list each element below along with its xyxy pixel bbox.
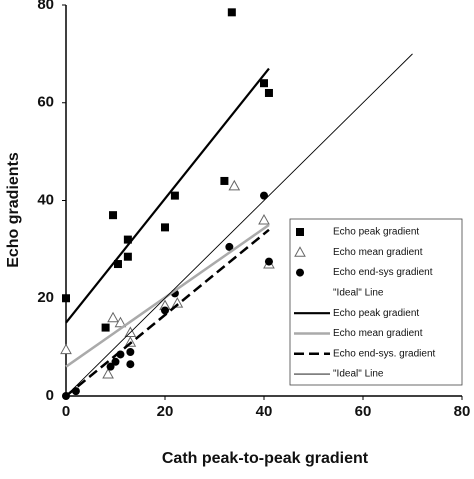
legend-label: "Ideal" Line (333, 288, 384, 299)
marker (126, 348, 135, 357)
marker (228, 179, 241, 191)
marker (171, 297, 184, 308)
marker (225, 242, 234, 251)
marker (123, 252, 132, 261)
marker (71, 387, 80, 396)
y-tick-label: 20 (37, 289, 54, 306)
fit-line (65, 67, 270, 324)
marker (109, 211, 118, 220)
y-tick-label: 40 (37, 191, 54, 208)
x-tick-label: 80 (454, 403, 471, 420)
marker (161, 306, 169, 315)
marker (123, 235, 132, 244)
marker (296, 228, 304, 236)
marker (227, 8, 236, 17)
fit-line (65, 53, 413, 397)
legend-label: Echo mean gradient (333, 328, 423, 339)
x-tick-label: 40 (256, 403, 273, 420)
marker (264, 257, 273, 266)
marker (126, 360, 135, 369)
marker (258, 214, 270, 225)
legend-label: Echo end-sys. gradient (333, 348, 436, 359)
marker (106, 362, 115, 371)
y-axis-title: Echo gradients (5, 152, 22, 268)
marker (296, 268, 304, 277)
marker (170, 191, 179, 200)
marker (111, 357, 120, 366)
x-tick-label: 0 (62, 403, 70, 420)
marker (220, 176, 229, 185)
marker (260, 191, 268, 200)
marker (62, 294, 70, 303)
legend-label: Echo mean gradient (333, 247, 423, 258)
marker (60, 343, 72, 355)
x-tick-label: 60 (355, 403, 372, 420)
marker (161, 223, 169, 232)
fit-line (65, 228, 270, 397)
marker (264, 88, 273, 97)
marker (102, 367, 114, 379)
marker (101, 323, 110, 332)
legend-label: Echo peak gradient (333, 308, 419, 319)
legend-box (289, 218, 463, 386)
legend-label: Echo end-sys gradient (333, 267, 433, 278)
legend-label: "Ideal" Line (333, 369, 384, 380)
marker (260, 79, 268, 88)
x-tick-label: 20 (157, 403, 174, 420)
marker (114, 316, 127, 328)
marker (113, 260, 122, 269)
x-axis-title: Cath peak-to-peak gradient (162, 450, 369, 467)
marker (294, 246, 306, 257)
legend-label: Echo peak gradient (333, 227, 419, 238)
y-tick-label: 60 (37, 94, 54, 111)
y-tick-label: 0 (46, 387, 54, 404)
marker (107, 311, 119, 323)
y-tick-label: 80 (37, 0, 54, 13)
